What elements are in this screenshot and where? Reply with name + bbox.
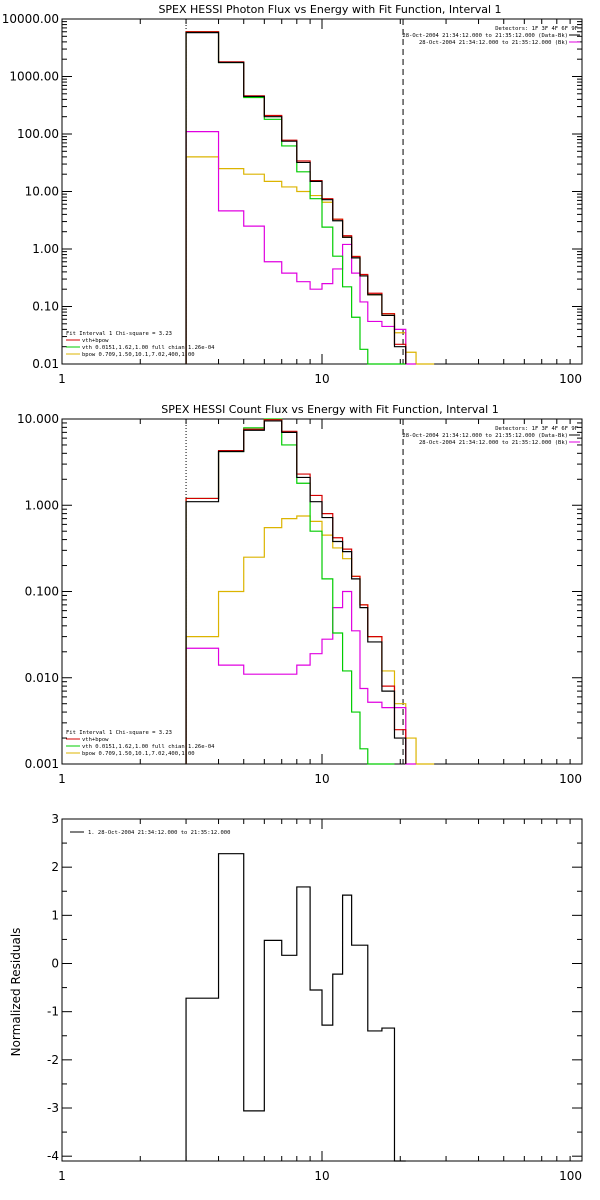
residuals-legend: 1. 28-Oct-2004 21:34:12.000 to 21:35:12.… <box>70 830 230 836</box>
photon-legend-fit-interval: Fit Interval 1 Chi-square = 3.23 <box>66 331 172 337</box>
y-tick-label: 2 <box>51 860 59 874</box>
y-tick-label: 1.000 <box>25 498 59 512</box>
count-legend-bk: 28-Oct-2004 21:34:12.000 to 21:35:12.000… <box>419 440 568 446</box>
count-plot-frame <box>61 418 583 765</box>
photon-legend-bk: 28-Oct-2004 21:34:12.000 to 21:35:12.000… <box>419 40 568 46</box>
series-vth-line <box>185 418 395 765</box>
y-tick-label: 10.00 <box>25 185 59 199</box>
y-tick-label: 0.100 <box>25 585 59 599</box>
y-tick-label: 0.10 <box>32 300 59 314</box>
series-data-line <box>185 420 407 764</box>
x-tick-label: 1 <box>58 372 66 386</box>
count-legend-total: vth+bpow <box>82 737 109 743</box>
photon-legend-right: Detectors: 1F 3F 4F 6F 9F 28-Oct-2004 21… <box>402 26 580 46</box>
y-tick-label: 0.001 <box>25 757 59 771</box>
count-series <box>185 418 435 765</box>
series-data-line <box>185 32 407 364</box>
count-legend-bpow: bpow 0.709,1.50,10.1,7.02,400,1.00 <box>82 751 195 757</box>
photon-series <box>185 19 435 365</box>
y-tick-label: -4 <box>47 1149 59 1163</box>
x-tick-label: 100 <box>559 772 582 786</box>
photon-legend-left: Fit Interval 1 Chi-square = 3.23 vth+bpo… <box>66 331 215 358</box>
photon-legend-total: vth+bpow <box>82 338 109 344</box>
y-tick-label: 10.000 <box>17 412 59 426</box>
photon-legend-data-bk: 28-Oct-2004 21:34:12.000 to 21:35:12.000… <box>402 33 568 39</box>
y-tick-label: 3 <box>51 812 59 826</box>
x-tick-label: 10 <box>314 1169 329 1183</box>
residuals-legend-label: 1. 28-Oct-2004 21:34:12.000 to 21:35:12.… <box>88 830 230 836</box>
count-axis-ticks: 1 10 100 0.001 0.010 0.100 1.000 10.000 <box>17 412 583 786</box>
residuals-axis-ticks: 1 10 100 -4 -3 -2 -1 0 1 2 3 <box>47 812 583 1183</box>
photon-flux-panel: SPEX HESSI Photon Flux vs Energy with Fi… <box>2 3 583 386</box>
y-tick-label: 0.010 <box>25 671 59 685</box>
residuals-series <box>185 853 406 1162</box>
x-tick-label: 1 <box>58 772 66 786</box>
x-tick-label: 1 <box>58 1169 66 1183</box>
count-legend-right: Detectors: 1F 3F 4F 6F 9F 28-Oct-2004 21… <box>402 426 580 446</box>
y-tick-label: 10000.00 <box>2 12 59 26</box>
photon-legend-detectors: Detectors: 1F 3F 4F 6F 9F <box>495 26 578 32</box>
x-tick-label: 10 <box>314 772 329 786</box>
series-total-line <box>185 419 407 764</box>
y-tick-label: 1000.00 <box>9 70 59 84</box>
photon-legend-vth: vth 0.0151,1.62,1.00 full chian 1.26e-04 <box>82 345 215 351</box>
y-tick-label: 0 <box>51 957 59 971</box>
y-tick-label: 1 <box>51 908 59 922</box>
count-flux-panel: SPEX HESSI Count Flux vs Energy with Fit… <box>17 403 583 786</box>
y-tick-label: 0.01 <box>32 357 59 371</box>
series-bpow-line <box>185 515 435 765</box>
x-tick-label: 100 <box>559 1169 582 1183</box>
count-panel-title: SPEX HESSI Count Flux vs Energy with Fit… <box>161 403 498 416</box>
photon-panel-title: SPEX HESSI Photon Flux vs Energy with Fi… <box>158 3 501 16</box>
count-legend-data-bk: 28-Oct-2004 21:34:12.000 to 21:35:12.000… <box>402 433 568 439</box>
x-tick-label: 100 <box>559 372 582 386</box>
residuals-ylabel: Normalized Residuals <box>9 928 23 1057</box>
count-legend-vth: vth 0.0151,1.62,1.00 full chian 1.26e-04 <box>82 744 215 750</box>
photon-legend-bpow: bpow 0.709,1.50,10.1,7.02,400,1.00 <box>82 352 195 358</box>
series-bkg-line <box>185 131 417 365</box>
y-tick-label: -3 <box>47 1101 59 1115</box>
y-tick-label: 100.00 <box>17 127 59 141</box>
y-tick-label: 1.00 <box>32 242 59 256</box>
x-tick-label: 10 <box>314 372 329 386</box>
series-data-line <box>185 853 406 1162</box>
photon-axis-ticks: 1 10 100 0.01 0.10 1.00 10.00 100.00 1000.00 1000… <box>2 12 583 386</box>
count-legend-left: Fit Interval 1 Chi-square = 3.23 vth+bpo… <box>66 730 215 757</box>
y-tick-label: -2 <box>47 1053 59 1067</box>
count-legend-fit-interval: Fit Interval 1 Chi-square = 3.23 <box>66 730 172 736</box>
count-legend-detectors: Detectors: 1F 3F 4F 6F 9F <box>495 426 578 432</box>
y-tick-label: -1 <box>47 1005 59 1019</box>
residuals-panel: Normalized Residuals 1 10 100-4-3-2-10123 … <box>9 812 583 1183</box>
